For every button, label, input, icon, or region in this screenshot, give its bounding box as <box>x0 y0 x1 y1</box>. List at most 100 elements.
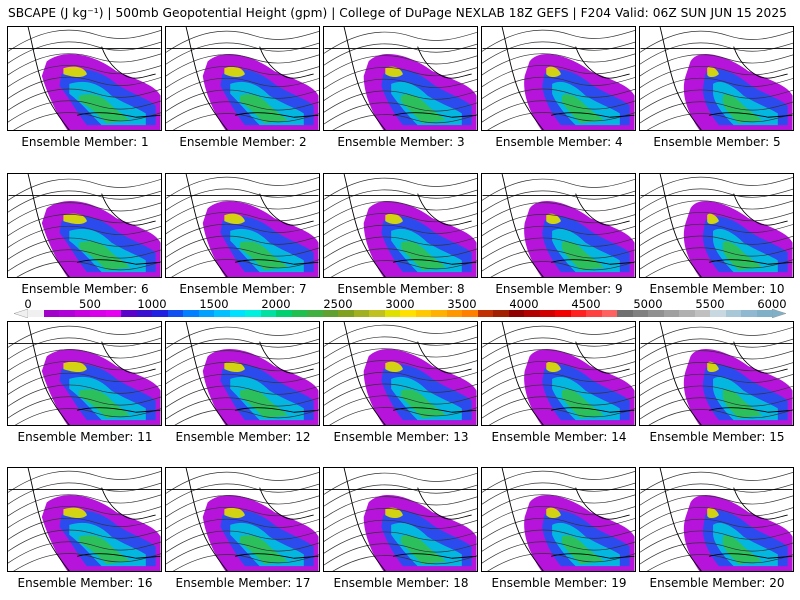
member-label-8: Ensemble Member: 8 <box>337 282 465 296</box>
member-label-17: Ensemble Member: 17 <box>175 576 311 590</box>
colorbar-tick-label: 1000 <box>137 297 167 311</box>
colorbar-segment <box>152 310 168 317</box>
colorbar-segment <box>105 310 122 317</box>
ensemble-map <box>324 174 477 277</box>
cape-field <box>202 201 319 277</box>
colorbar-segment <box>291 310 308 317</box>
map-borders <box>166 468 319 571</box>
ensemble-panel-19 <box>481 467 636 572</box>
colorbar-right-arrow <box>772 309 786 318</box>
ensemble-panel-12 <box>165 321 320 426</box>
cape-field <box>202 349 319 425</box>
ensemble-panel-13 <box>323 321 478 426</box>
ensemble-map <box>8 27 161 130</box>
ensemble-map <box>640 174 793 277</box>
ensemble-map <box>166 174 319 277</box>
member-label-4: Ensemble Member: 4 <box>495 135 623 149</box>
colorbar-tick-label: 3000 <box>385 297 415 311</box>
colorbar-segment <box>539 310 556 317</box>
colorbar-segment <box>369 310 385 317</box>
member-label-19: Ensemble Member: 19 <box>491 576 627 590</box>
colorbar-tick-label: 4000 <box>509 297 539 311</box>
colorbar-segment <box>198 310 215 317</box>
map-borders <box>166 174 319 277</box>
member-label-20: Ensemble Member: 20 <box>649 576 785 590</box>
ensemble-panel-11 <box>7 321 162 426</box>
ensemble-panel-4 <box>481 26 636 131</box>
colorbar-segment <box>555 310 571 317</box>
member-label-3: Ensemble Member: 3 <box>337 135 465 149</box>
map-borders <box>166 322 319 425</box>
colorbar-segment <box>276 310 292 317</box>
ensemble-panel-5 <box>639 26 794 131</box>
colorbar-tick-label: 4500 <box>571 297 601 311</box>
colorbar-segment <box>586 310 602 317</box>
colorbar-segment <box>493 310 509 317</box>
member-label-15: Ensemble Member: 15 <box>649 430 785 444</box>
map-borders <box>8 468 161 571</box>
colorbar-segment <box>74 310 91 317</box>
ensemble-map <box>482 468 635 571</box>
member-label-10: Ensemble Member: 10 <box>649 282 785 296</box>
colorbar-tick-label: 500 <box>79 297 101 311</box>
height-contours <box>8 470 161 571</box>
member-label-16: Ensemble Member: 16 <box>17 576 153 590</box>
map-borders <box>324 468 477 571</box>
cape-field <box>683 495 793 571</box>
colorbar-tick-label: 3500 <box>447 297 477 311</box>
height-contours <box>482 325 635 425</box>
colorbar-segment <box>648 310 664 317</box>
map-borders <box>640 174 793 277</box>
cape-field <box>363 54 477 130</box>
ensemble-panel-16 <box>7 467 162 572</box>
height-contours <box>640 471 793 571</box>
height-contours <box>8 29 161 130</box>
colorbar-segment <box>431 310 447 317</box>
colorbar-tick-label: 6000 <box>757 297 787 311</box>
member-label-13: Ensemble Member: 13 <box>333 430 469 444</box>
cape-field <box>41 495 161 571</box>
colorbar-segment <box>741 310 757 317</box>
ensemble-map <box>166 322 319 425</box>
ensemble-panel-7 <box>165 173 320 278</box>
height-contours <box>324 324 477 425</box>
map-borders <box>8 322 161 425</box>
member-label-6: Ensemble Member: 6 <box>21 282 149 296</box>
page-title: SBCAPE (J kg⁻¹) | 500mb Geopotential Hei… <box>8 6 787 20</box>
colorbar-segment <box>617 310 633 317</box>
height-contours <box>166 326 319 425</box>
colorbar-segment <box>183 310 199 317</box>
height-contours <box>640 176 793 277</box>
colorbar-tick-label: 0 <box>24 297 32 311</box>
ensemble-panel-1 <box>7 26 162 131</box>
member-label-2: Ensemble Member: 2 <box>179 135 307 149</box>
colorbar-segment <box>679 310 695 317</box>
colorbar-segment <box>462 310 478 317</box>
colorbar-segment <box>136 310 153 317</box>
cape-field <box>363 201 477 277</box>
ensemble-panel-17 <box>165 467 320 572</box>
cape-field <box>202 495 319 571</box>
map-borders <box>482 468 635 571</box>
cape-field <box>683 349 793 425</box>
colorbar-segment <box>446 310 463 317</box>
member-label-11: Ensemble Member: 11 <box>17 430 153 444</box>
colorbar-segment <box>508 310 525 317</box>
map-borders <box>482 174 635 277</box>
colorbar-segment <box>663 310 680 317</box>
ensemble-map <box>8 174 161 277</box>
colorbar-segment <box>229 310 246 317</box>
cape-field <box>683 54 793 130</box>
ensemble-panel-14 <box>481 321 636 426</box>
map-borders <box>8 174 161 277</box>
map-borders <box>482 27 635 130</box>
colorbar-segment <box>260 310 277 317</box>
ensemble-map <box>8 322 161 425</box>
height-contours <box>166 176 319 277</box>
ensemble-panel-9 <box>481 173 636 278</box>
cape-field <box>524 349 635 425</box>
map-borders <box>640 468 793 571</box>
colorbar-segment <box>632 310 649 317</box>
colorbar-tick-label: 1500 <box>199 297 229 311</box>
colorbar-tick-label: 5000 <box>633 297 663 311</box>
